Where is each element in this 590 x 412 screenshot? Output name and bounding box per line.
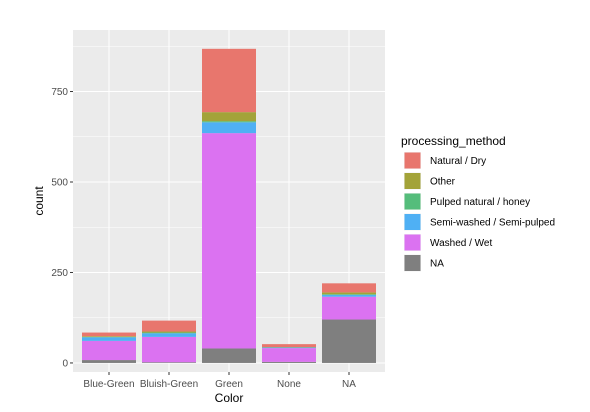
bar-segment xyxy=(202,48,256,113)
bar-segment xyxy=(142,332,196,334)
y-tick-label: 750 xyxy=(51,87,68,98)
y-tick-label: 0 xyxy=(62,358,68,369)
bar-segment xyxy=(322,294,376,297)
bar-segment xyxy=(142,336,196,363)
bar-segment xyxy=(202,133,256,349)
bar-segment xyxy=(322,319,376,363)
legend-label: Natural / Dry xyxy=(430,156,486,167)
bar-segment xyxy=(142,331,196,333)
bar-segment xyxy=(262,361,316,363)
legend-swatch xyxy=(404,234,421,251)
y-tick-label: 500 xyxy=(51,178,68,189)
bar-segment xyxy=(262,347,316,349)
bar-segment xyxy=(202,112,256,122)
x-tick-label: Green xyxy=(215,379,243,390)
x-tick-label: None xyxy=(277,379,301,390)
bar-segment xyxy=(322,283,376,293)
bar-segment xyxy=(142,333,196,337)
bar-segment xyxy=(82,340,136,361)
bars xyxy=(82,48,376,363)
legend-swatch xyxy=(404,193,421,210)
x-axis-title: Color xyxy=(215,391,244,405)
x-tick-label: Bluish-Green xyxy=(140,379,198,390)
bar-segment xyxy=(82,332,136,337)
legend-swatch xyxy=(404,152,421,169)
legend-label: Pulped natural / honey xyxy=(430,197,530,208)
bar-segment xyxy=(322,296,376,320)
bar-segment xyxy=(202,122,256,134)
y-axis: 0 250 500 750 xyxy=(51,87,73,369)
x-axis: Blue-Green Bluish-Green Green None NA xyxy=(83,372,356,390)
bar-segment xyxy=(262,344,316,348)
legend-label: Semi-washed / Semi-pulped xyxy=(430,218,555,229)
legend-swatch xyxy=(404,214,421,230)
bar-segment xyxy=(142,362,196,363)
bar-segment xyxy=(202,348,256,363)
y-axis-title: count xyxy=(32,186,46,216)
legend-label: NA xyxy=(430,259,444,270)
bar-segment xyxy=(262,348,316,362)
bar-segment xyxy=(82,336,136,337)
legend-title: processing_method xyxy=(401,134,506,148)
legend-swatch xyxy=(404,255,421,271)
bar-segment xyxy=(82,337,136,341)
bar-segment xyxy=(322,292,376,295)
legend: processing_method Natural / Dry Other Pulp… xyxy=(401,134,555,272)
legend-label: Other xyxy=(430,177,456,188)
bar-segment xyxy=(82,360,136,363)
y-tick-label: 250 xyxy=(51,268,68,279)
legend-label: Washed / Wet xyxy=(430,238,492,249)
bar-segment xyxy=(142,320,196,332)
x-tick-label: NA xyxy=(342,379,356,390)
bar-segment xyxy=(202,121,256,123)
legend-swatch xyxy=(404,173,421,189)
x-tick-label: Blue-Green xyxy=(83,379,134,390)
bar-segment xyxy=(322,294,376,295)
